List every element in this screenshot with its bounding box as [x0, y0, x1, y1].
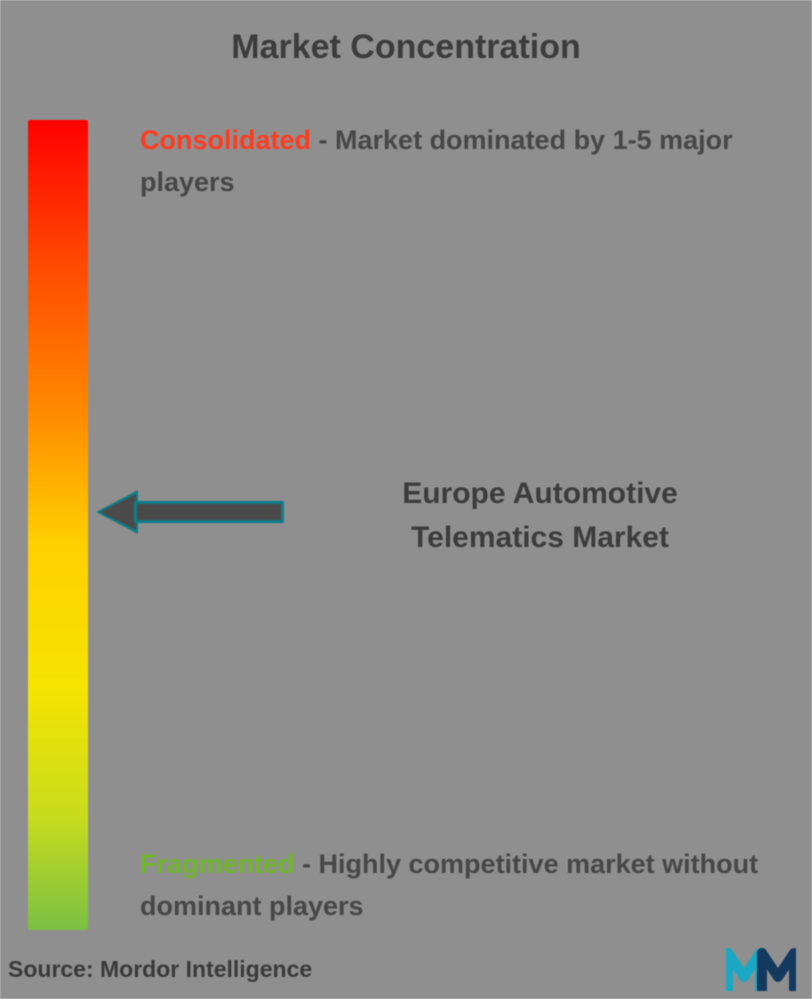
mordor-logo-icon	[726, 943, 796, 993]
fragmented-label: Fragmented - Highly competitive market w…	[140, 844, 780, 928]
market-name-label: Europe Automotive Telematics Market	[300, 472, 780, 559]
consolidated-lead: Consolidated	[140, 125, 311, 155]
source-attribution: Source: Mordor Intelligence	[8, 956, 312, 983]
concentration-gradient-bar	[28, 120, 88, 930]
fragmented-lead: Fragmented	[140, 849, 295, 879]
arrow-shaft	[134, 501, 284, 523]
market-name-line2: Telematics Market	[300, 516, 780, 560]
market-name-line1: Europe Automotive	[300, 472, 780, 516]
chart-title: Market Concentration	[0, 28, 812, 67]
arrow-left-icon	[100, 494, 136, 530]
infographic-canvas: Market Concentration Consolidated - Mark…	[0, 0, 812, 999]
consolidated-label: Consolidated - Market dominated by 1-5 m…	[140, 120, 760, 204]
position-arrow	[100, 494, 284, 530]
